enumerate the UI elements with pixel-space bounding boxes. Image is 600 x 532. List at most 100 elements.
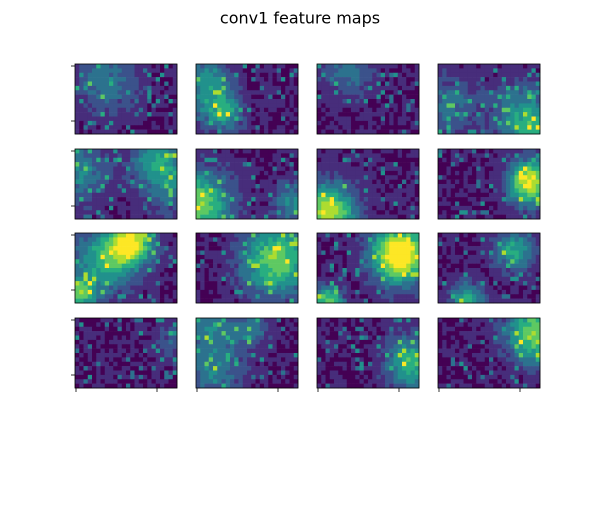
- pixel: [251, 116, 256, 122]
- pixel: [151, 201, 157, 207]
- pixel: [393, 116, 399, 122]
- pixel: [450, 99, 456, 104]
- pixel: [134, 268, 140, 273]
- pixel: [484, 107, 490, 113]
- pixel: [104, 361, 110, 367]
- pixel: [376, 254, 382, 260]
- pixel: [450, 298, 456, 304]
- pixel: [264, 81, 269, 87]
- pixel: [242, 246, 248, 251]
- pixel: [351, 233, 356, 238]
- pixel: [234, 175, 239, 180]
- pixel: [450, 179, 456, 185]
- pixel: [402, 210, 407, 215]
- pixel: [359, 162, 365, 167]
- pixel: [75, 94, 80, 100]
- pixel: [247, 246, 252, 251]
- pixel: [380, 157, 386, 163]
- pixel: [208, 90, 214, 95]
- pixel: [225, 72, 231, 78]
- pixel: [372, 237, 377, 243]
- pixel: [489, 157, 494, 163]
- pixel: [293, 112, 299, 117]
- pixel: [151, 68, 157, 74]
- pixel: [200, 68, 205, 74]
- pixel: [493, 179, 498, 185]
- pixel: [450, 162, 456, 167]
- pixel: [355, 210, 360, 215]
- pixel: [501, 153, 507, 159]
- pixel: [406, 281, 411, 286]
- pixel: [317, 81, 322, 87]
- pixel: [225, 246, 231, 251]
- pixel: [385, 85, 390, 91]
- pixel: [104, 116, 110, 122]
- pixel: [264, 246, 269, 251]
- pixel: [380, 241, 386, 247]
- pixel: [196, 72, 201, 78]
- pixel: [83, 64, 89, 69]
- pixel: [126, 64, 131, 69]
- pixel: [363, 129, 369, 135]
- pixel: [213, 77, 218, 82]
- pixel: [329, 68, 335, 74]
- pixel: [281, 285, 286, 291]
- pixel: [160, 246, 165, 251]
- pixel: [518, 201, 524, 207]
- pixel: [172, 294, 178, 299]
- pixel: [489, 90, 494, 95]
- pixel: [242, 237, 248, 243]
- pixel: [329, 77, 335, 82]
- pixel: [87, 339, 93, 345]
- pixel: [414, 237, 420, 243]
- pixel: [96, 339, 101, 345]
- pixel: [281, 170, 286, 176]
- pixel: [213, 281, 218, 286]
- pixel: [346, 175, 352, 180]
- pixel: [450, 153, 456, 159]
- pixel: [217, 233, 222, 238]
- pixel: [476, 68, 481, 74]
- pixel: [217, 184, 222, 189]
- pixel: [397, 254, 403, 260]
- pixel: [385, 268, 390, 273]
- pixel: [463, 170, 469, 176]
- pixel: [329, 214, 335, 220]
- pixel: [393, 268, 399, 273]
- pixel: [264, 241, 269, 247]
- pixel: [334, 272, 339, 278]
- pixel: [143, 179, 148, 185]
- pixel: [113, 259, 118, 264]
- pixel: [225, 241, 231, 247]
- pixel: [389, 268, 394, 273]
- pixel: [168, 77, 174, 82]
- pixel: [230, 157, 235, 163]
- pixel: [527, 162, 532, 167]
- pixel: [329, 276, 335, 282]
- pixel: [334, 237, 339, 243]
- pixel: [438, 246, 443, 251]
- pixel: [285, 241, 290, 247]
- pixel: [79, 77, 84, 82]
- pixel: [325, 64, 331, 69]
- pixel: [325, 94, 331, 100]
- pixel: [242, 210, 248, 215]
- pixel: [83, 366, 89, 371]
- pixel: [463, 214, 469, 220]
- pixel: [121, 268, 127, 273]
- pixel: [164, 272, 169, 278]
- pixel: [234, 201, 239, 207]
- pixel: [104, 370, 110, 376]
- pixel: [410, 125, 416, 130]
- pixel: [242, 116, 248, 122]
- axes-frame: [437, 148, 541, 220]
- pixel: [113, 322, 118, 328]
- pixel: [234, 276, 239, 282]
- pixel: [359, 192, 365, 198]
- pixel: [446, 184, 452, 189]
- pixel: [346, 153, 352, 159]
- pixel: [334, 166, 339, 172]
- pixel: [147, 112, 152, 117]
- pixel: [523, 268, 528, 273]
- pixel: [79, 170, 84, 176]
